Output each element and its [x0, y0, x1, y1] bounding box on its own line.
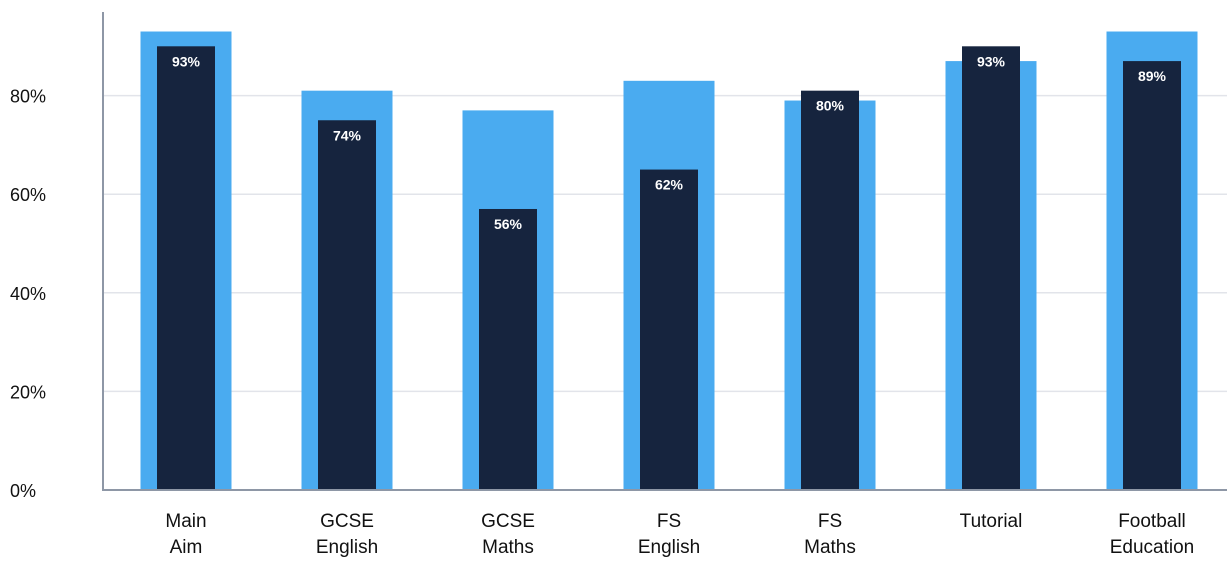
y-tick-label: 80%	[10, 87, 46, 107]
data-label: 56%	[494, 216, 523, 232]
data-label: 80%	[816, 98, 845, 114]
data-label: 62%	[655, 177, 684, 193]
data-label: 74%	[333, 127, 362, 143]
bars: 93% 74% 56% 62% 80% 93% 89%	[140, 31, 1198, 491]
x-axis-category-labels: Main Aim GCSE English GCSE Maths FS English FS Ma…	[165, 511, 1194, 558]
data-label: 93%	[977, 53, 1006, 69]
x-category-label: FS English	[638, 511, 700, 558]
bar-actual	[1123, 61, 1181, 491]
x-category-label: FS Maths	[804, 511, 856, 558]
y-axis-tick-labels: 0% 20% 40% 60% 80%	[10, 87, 46, 501]
y-tick-label: 20%	[10, 382, 46, 402]
bar-actual	[962, 46, 1020, 491]
axes	[102, 12, 1227, 491]
x-category-label: Football Education	[1110, 511, 1195, 558]
data-label: 89%	[1138, 68, 1167, 84]
bar-actual	[640, 169, 698, 491]
x-category-label: Main Aim	[165, 511, 206, 558]
y-tick-label: 0%	[10, 481, 36, 501]
bar-actual	[479, 208, 537, 491]
bar-actual	[157, 46, 215, 491]
x-category-label: Tutorial	[960, 511, 1023, 532]
bar-actual	[801, 90, 859, 491]
y-tick-label: 60%	[10, 185, 46, 205]
bar-actual	[318, 120, 376, 490]
data-label: 93%	[172, 53, 201, 69]
x-category-label: GCSE Maths	[481, 511, 535, 558]
x-category-label: GCSE English	[316, 511, 378, 558]
y-tick-label: 40%	[10, 284, 46, 304]
